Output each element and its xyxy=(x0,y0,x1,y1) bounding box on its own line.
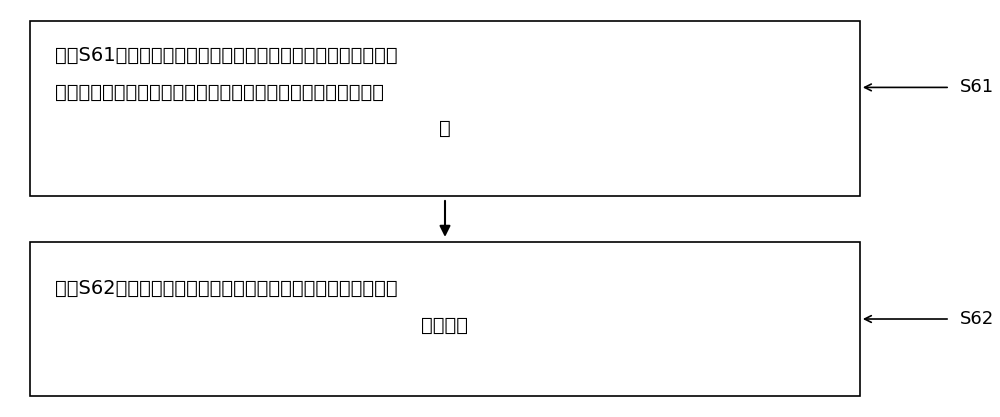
Text: S62: S62 xyxy=(960,310,994,328)
Text: S61: S61 xyxy=(960,78,994,96)
Text: 口: 口 xyxy=(439,119,451,138)
Bar xyxy=(30,21,860,196)
Text: 步骤S62、采用塑封体包覆预处理复合结构，以完成封装得到系: 步骤S62、采用塑封体包覆预处理复合结构，以完成封装得到系 xyxy=(55,279,398,299)
Text: 理复合结构上的所有内核电路模块的信号输入端口和信号输出端: 理复合结构上的所有内核电路模块的信号输入端口和信号输出端 xyxy=(55,83,384,102)
Text: 步骤S61、于预处理复合结构上沉积一金属层，以电性连接预处: 步骤S61、于预处理复合结构上沉积一金属层，以电性连接预处 xyxy=(55,46,398,65)
Bar xyxy=(30,242,860,396)
Text: 统级芯片: 统级芯片 xyxy=(421,316,468,335)
